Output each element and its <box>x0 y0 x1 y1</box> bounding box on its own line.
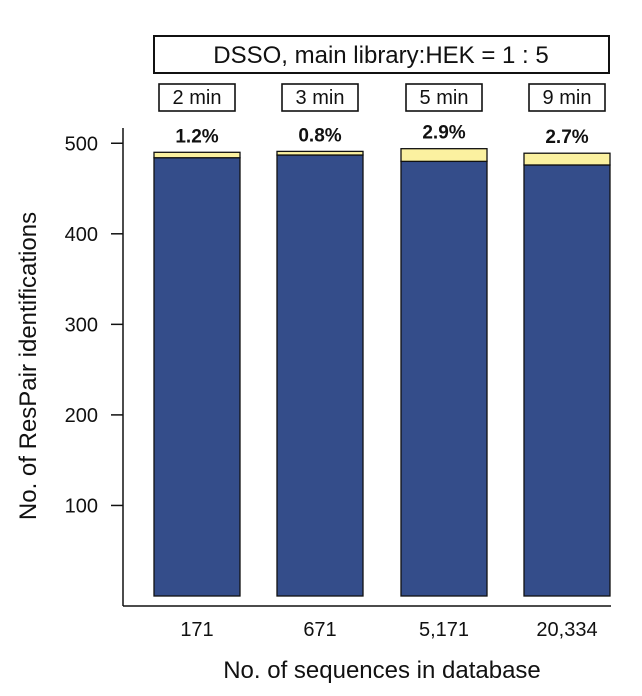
time-label: 9 min <box>543 87 592 109</box>
time-label-box <box>528 83 606 112</box>
y-tick-label: 100 <box>65 495 98 517</box>
bar-main <box>523 164 611 597</box>
time-label-box <box>405 83 483 112</box>
percent-label-group: 1.2% 0.8% 2.9% 2.7% <box>175 123 588 149</box>
y-axis-title: No. of ResPair identifications <box>15 212 42 520</box>
y-tick-label: 400 <box>65 224 98 246</box>
y-tick-label: 200 <box>65 405 98 427</box>
x-tick-group: 171 671 5,171 20,334 <box>180 619 597 641</box>
percent-label: 0.8% <box>298 125 341 146</box>
bar-cap <box>523 152 611 166</box>
header-text: DSSO, main library:HEK = 1 : 5 <box>213 42 548 69</box>
bar-group <box>153 148 611 597</box>
x-axis-title: No. of sequences in database <box>223 657 541 684</box>
time-label-group: 2 min 3 min 5 min 9 min <box>158 83 606 112</box>
time-label: 3 min <box>296 87 345 109</box>
bar-main <box>276 154 364 597</box>
bar-main <box>400 160 488 597</box>
y-tick-label: 300 <box>65 314 98 336</box>
time-label: 2 min <box>173 87 222 109</box>
bar-cap <box>153 151 241 159</box>
y-tick-label: 500 <box>65 133 98 155</box>
x-tick-label: 5,171 <box>419 619 469 641</box>
x-tick-label: 20,334 <box>536 619 597 641</box>
bar-main <box>153 157 241 597</box>
percent-label: 2.9% <box>422 123 465 144</box>
bar-cap <box>400 148 488 163</box>
percent-label: 2.7% <box>545 127 588 148</box>
bar-cap <box>276 150 364 156</box>
time-label: 5 min <box>420 87 469 109</box>
x-tick-label: 671 <box>303 619 336 641</box>
x-tick-label: 171 <box>180 619 213 641</box>
header-box <box>153 35 610 74</box>
time-label-box <box>281 83 359 112</box>
time-label-box <box>158 83 236 112</box>
percent-label: 1.2% <box>175 126 218 147</box>
y-tick-group: 100 200 300 400 500 <box>65 133 123 517</box>
